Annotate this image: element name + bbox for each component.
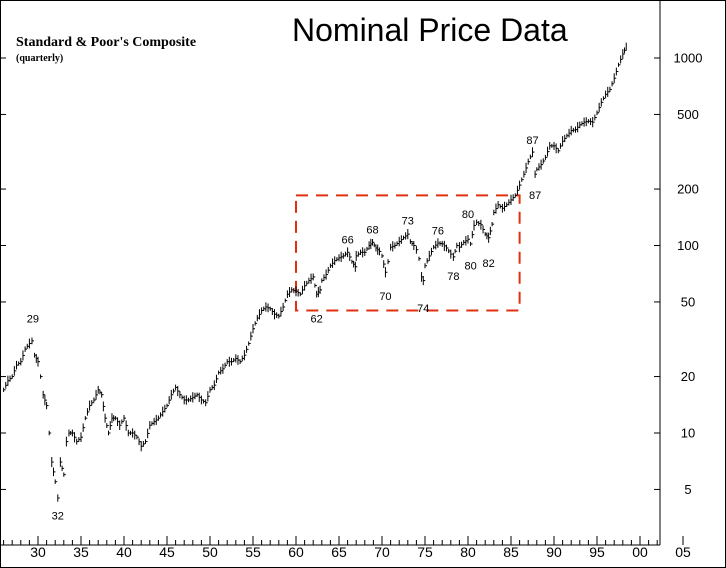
turning-point-label: 80 <box>462 209 474 221</box>
x-tick-label: 75 <box>417 544 433 560</box>
x-tick-label: 50 <box>202 544 218 560</box>
turning-point-label: 32 <box>52 511 64 523</box>
turning-point-label: 70 <box>379 291 391 303</box>
x-tick-label: 95 <box>589 544 605 560</box>
chart-title: Nominal Price Data <box>292 12 568 48</box>
x-tick-label: 85 <box>503 544 519 560</box>
y-tick-label: 1000 <box>674 51 703 66</box>
y-tick-label: 100 <box>677 238 699 253</box>
x-tick-label: 05 <box>675 544 691 560</box>
turning-point-label: 76 <box>432 225 444 237</box>
turning-point-label: 80 <box>464 261 476 273</box>
x-tick-label: 80 <box>460 544 476 560</box>
x-tick-label: 40 <box>116 544 132 560</box>
turning-point-label: 73 <box>402 216 414 228</box>
y-tick-label: 5 <box>684 482 691 497</box>
x-tick-label: 65 <box>331 544 347 560</box>
x-tick-label: 00 <box>632 544 648 560</box>
y-tick-label: 500 <box>677 107 699 122</box>
highlight-box <box>295 194 521 312</box>
x-tick-label: 30 <box>30 544 46 560</box>
turning-point-label: 82 <box>483 258 495 270</box>
y-tick-label: 10 <box>681 426 695 441</box>
y-tick-label: 20 <box>681 369 695 384</box>
turning-point-label: 78 <box>447 271 459 283</box>
x-tick-label: 35 <box>73 544 89 560</box>
x-tick-label: 90 <box>546 544 562 560</box>
turning-point-label: 66 <box>341 235 353 247</box>
x-tick-label: 60 <box>288 544 304 560</box>
y-tick-label: 200 <box>677 182 699 197</box>
turning-point-label: 68 <box>366 225 378 237</box>
x-tick-label: 55 <box>245 544 261 560</box>
turning-point-label: 62 <box>311 313 323 325</box>
turning-point-label: 74 <box>417 303 429 315</box>
y-tick-label: 50 <box>681 294 695 309</box>
turning-point-label: 87 <box>529 190 541 202</box>
turning-point-label: 29 <box>27 313 39 325</box>
chart-subtitle: Standard & Poor's Composite <box>16 35 197 50</box>
turning-point-label: 87 <box>526 135 538 147</box>
x-tick-label: 45 <box>159 544 175 560</box>
x-tick-label: 70 <box>374 544 390 560</box>
chart-note: (quarterly) <box>16 53 64 64</box>
